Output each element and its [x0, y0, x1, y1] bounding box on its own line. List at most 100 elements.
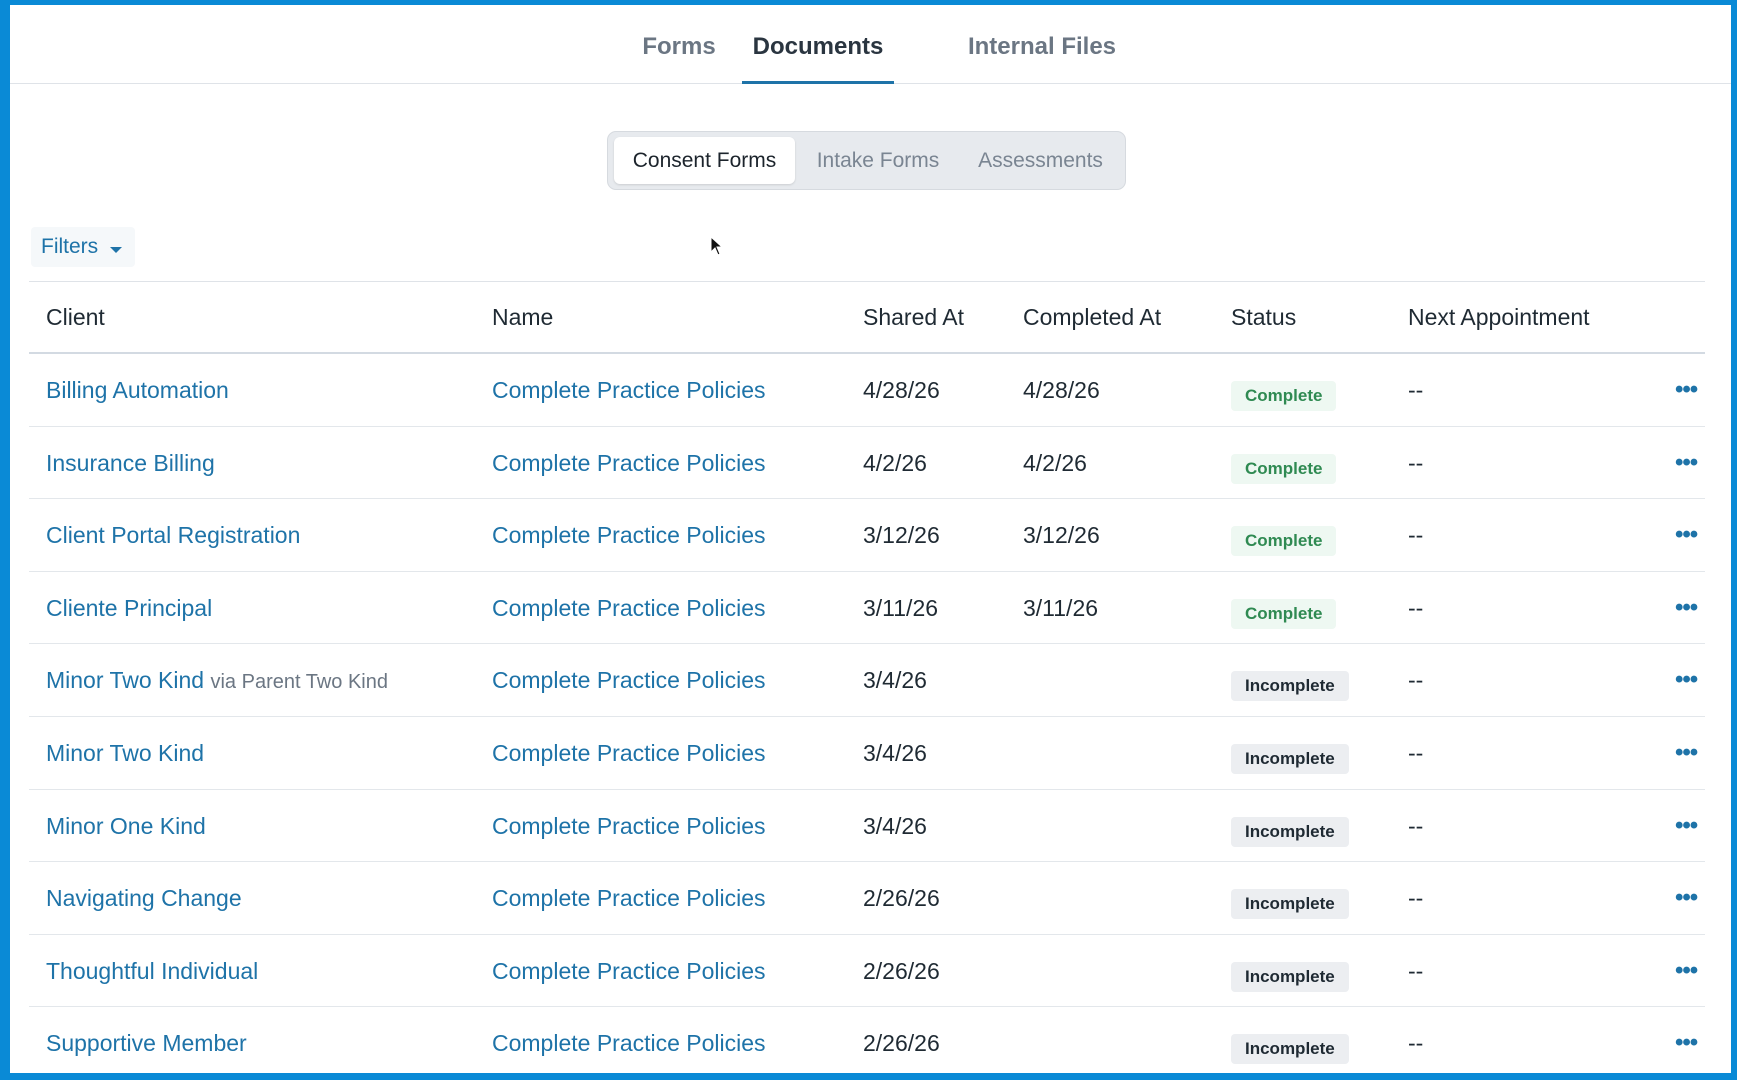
- table-row: Client Portal Registration Complete Prac…: [29, 499, 1705, 572]
- next-appointment: --: [1408, 449, 1424, 476]
- more-horizontal-icon[interactable]: •••: [1675, 811, 1698, 839]
- next-appointment: --: [1408, 812, 1424, 839]
- client-via-guardian: via Parent Two Kind: [210, 671, 388, 694]
- shared-at-date: 4/2/26: [863, 449, 927, 476]
- status-cell: Incomplete: [1231, 814, 1349, 847]
- status-cell: Complete: [1231, 378, 1337, 411]
- next-appointment: --: [1408, 1030, 1424, 1057]
- app-frame: Forms Documents Internal Files Consent F…: [10, 5, 1731, 1073]
- shared-at-date: 3/11/26: [863, 594, 939, 621]
- table-header: Client Name Shared At Completed At Statu…: [29, 282, 1705, 354]
- more-horizontal-icon[interactable]: •••: [1675, 956, 1698, 984]
- client-link[interactable]: Supportive Member: [46, 1007, 247, 1073]
- column-header-status[interactable]: Status: [1231, 304, 1297, 330]
- more-horizontal-icon[interactable]: •••: [1675, 521, 1698, 549]
- document-name-link[interactable]: Complete Practice Policies: [492, 449, 766, 476]
- document-name-link[interactable]: Complete Practice Policies: [492, 667, 766, 694]
- shared-at-date: 4/28/26: [863, 377, 940, 403]
- status-badge: Incomplete: [1231, 961, 1349, 992]
- client-name[interactable]: Minor Two Kind: [46, 667, 205, 694]
- document-name-link[interactable]: Complete Practice Policies: [492, 739, 766, 766]
- mouse-pointer-icon: [710, 236, 724, 256]
- shared-at-date: 3/4/26: [863, 667, 927, 694]
- next-appointment: --: [1408, 667, 1424, 694]
- document-name-link[interactable]: Complete Practice Policies: [492, 522, 766, 549]
- more-horizontal-icon[interactable]: •••: [1675, 1029, 1698, 1057]
- more-horizontal-icon[interactable]: •••: [1675, 738, 1698, 766]
- client-link[interactable]: Billing Automation: [46, 354, 229, 428]
- column-header-completed-at[interactable]: Completed At: [1023, 304, 1162, 330]
- status-cell: Incomplete: [1231, 886, 1349, 920]
- document-name-link[interactable]: Complete Practice Policies: [492, 812, 766, 839]
- segment-assessments[interactable]: Assessments: [978, 149, 1103, 172]
- next-appointment: --: [1408, 957, 1424, 984]
- client-name[interactable]: Cliente Principal: [46, 594, 213, 621]
- tab-internal-files[interactable]: Internal Files: [967, 33, 1117, 60]
- document-name-link[interactable]: Complete Practice Policies: [492, 377, 766, 403]
- table-row: Navigating Change Complete Practice Poli…: [29, 862, 1705, 935]
- client-link[interactable]: Cliente Principal: [46, 572, 212, 646]
- next-appointment: --: [1408, 377, 1424, 403]
- status-badge: Incomplete: [1231, 1034, 1349, 1065]
- document-name-link[interactable]: Complete Practice Policies: [492, 1030, 766, 1057]
- status-badge: Incomplete: [1231, 816, 1349, 847]
- client-link[interactable]: Minor Two Kind via Parent Two Kind: [46, 644, 388, 718]
- documents-table: Client Name Shared At Completed At Statu…: [29, 281, 1705, 1073]
- table-row: Minor One Kind Complete Practice Policie…: [29, 790, 1705, 863]
- more-horizontal-icon[interactable]: •••: [1675, 593, 1698, 621]
- caret-down-icon: [110, 247, 122, 253]
- shared-at-date: 3/4/26: [863, 812, 927, 839]
- column-header-next-appointment[interactable]: Next Appointment: [1408, 304, 1590, 330]
- status-cell: Incomplete: [1231, 741, 1349, 774]
- client-link[interactable]: Navigating Change: [46, 862, 242, 936]
- more-horizontal-icon[interactable]: •••: [1675, 666, 1698, 694]
- more-horizontal-icon[interactable]: •••: [1675, 376, 1698, 403]
- document-name-link[interactable]: Complete Practice Policies: [492, 885, 766, 912]
- client-name[interactable]: Client Portal Registration: [46, 522, 301, 549]
- client-link[interactable]: Minor One Kind: [46, 790, 206, 864]
- tab-documents[interactable]: Documents: [742, 25, 894, 84]
- client-link[interactable]: Minor Two Kind: [46, 717, 204, 791]
- column-header-shared-at[interactable]: Shared At: [863, 304, 965, 330]
- client-name[interactable]: Minor One Kind: [46, 812, 206, 839]
- top-tab-bar: Forms Documents Internal Files: [10, 5, 1731, 84]
- status-cell: Complete: [1231, 523, 1337, 557]
- shared-at-date: 3/12/26: [863, 522, 940, 549]
- shared-at-date: 2/26/26: [863, 957, 940, 984]
- client-name[interactable]: Navigating Change: [46, 885, 242, 912]
- column-header-client[interactable]: Client: [46, 304, 105, 330]
- status-badge: Complete: [1231, 598, 1337, 629]
- next-appointment: --: [1408, 594, 1424, 621]
- client-link[interactable]: Thoughtful Individual: [46, 935, 258, 1009]
- client-name[interactable]: Thoughtful Individual: [46, 957, 259, 984]
- completed-at-date: 4/28/26: [1023, 377, 1100, 403]
- client-name[interactable]: Insurance Billing: [46, 449, 215, 476]
- filters-label: Filters: [41, 235, 99, 258]
- segment-consent-forms[interactable]: Consent Forms: [614, 137, 795, 184]
- column-header-name[interactable]: Name: [492, 304, 554, 330]
- client-name[interactable]: Billing Automation: [46, 377, 229, 403]
- more-horizontal-icon[interactable]: •••: [1675, 884, 1698, 912]
- document-type-segmented-control: Consent Forms Intake Forms Assessments: [607, 131, 1126, 190]
- shared-at-date: 2/26/26: [863, 1030, 940, 1057]
- table-row: Minor Two Kind Complete Practice Policie…: [29, 717, 1705, 790]
- client-link[interactable]: Insurance Billing: [46, 427, 215, 501]
- table-row: Cliente Principal Complete Practice Poli…: [29, 572, 1705, 645]
- client-name[interactable]: Supportive Member: [46, 1030, 247, 1057]
- tab-forms[interactable]: Forms: [642, 33, 716, 60]
- completed-at-date: 3/12/26: [1023, 522, 1100, 549]
- more-horizontal-icon[interactable]: •••: [1675, 448, 1698, 476]
- status-badge: Complete: [1231, 381, 1337, 411]
- table-row: Billing Automation Complete Practice Pol…: [29, 354, 1705, 427]
- client-name[interactable]: Minor Two Kind: [46, 739, 205, 766]
- next-appointment: --: [1408, 885, 1424, 912]
- client-link[interactable]: Client Portal Registration: [46, 499, 300, 573]
- shared-at-date: 3/4/26: [863, 739, 927, 766]
- status-badge: Incomplete: [1231, 671, 1349, 702]
- status-cell: Complete: [1231, 451, 1337, 484]
- status-cell: Complete: [1231, 596, 1337, 629]
- segment-intake-forms[interactable]: Intake Forms: [816, 149, 940, 172]
- document-name-link[interactable]: Complete Practice Policies: [492, 594, 766, 621]
- document-name-link[interactable]: Complete Practice Policies: [492, 957, 766, 984]
- status-badge: Incomplete: [1231, 743, 1349, 774]
